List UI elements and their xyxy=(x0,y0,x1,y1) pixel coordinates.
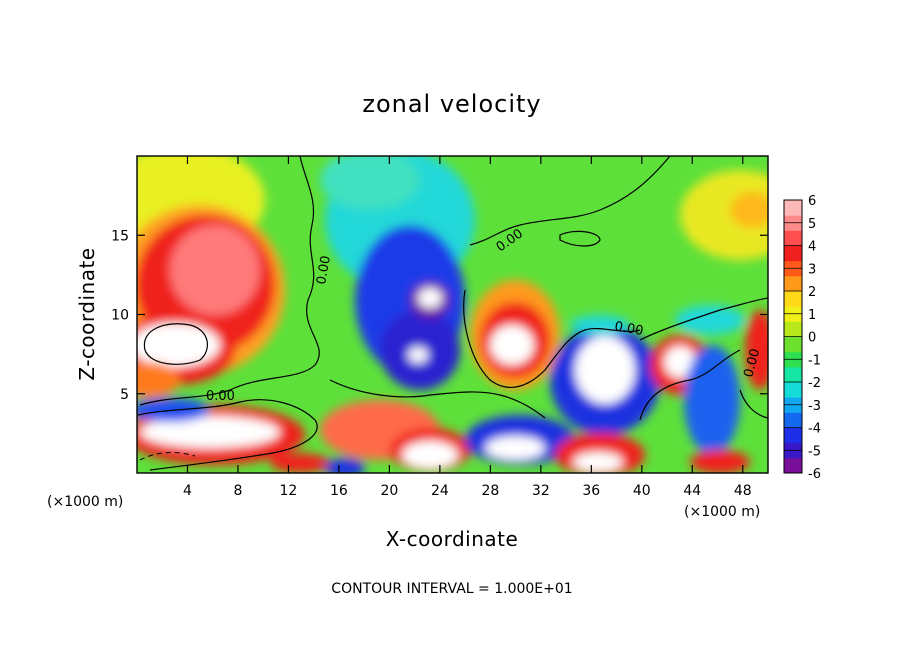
zero-contour xyxy=(639,297,768,341)
zero-contour xyxy=(329,379,546,419)
field-blob xyxy=(573,452,623,472)
colorbar-swatch xyxy=(784,245,802,262)
zero-contour xyxy=(559,230,601,247)
colorbar-label: -6 xyxy=(808,467,821,482)
field-blob xyxy=(418,288,442,308)
colorbar-swatch xyxy=(784,321,802,337)
x-tick-label: 16 xyxy=(330,483,348,499)
colorbar-swatch xyxy=(784,200,802,216)
x-tick-label: 20 xyxy=(380,483,398,499)
contour-label: 0.00 xyxy=(613,319,644,339)
x-tick-label: 40 xyxy=(633,483,651,499)
colorbar-swatch xyxy=(784,412,802,428)
colorbar-swatch xyxy=(784,382,802,398)
colorbar-swatch xyxy=(784,275,802,292)
plot-area xyxy=(137,156,768,473)
field-blob xyxy=(137,362,180,398)
chart-title: zonal velocity xyxy=(362,90,541,118)
zero-contour xyxy=(639,349,741,421)
colorbar-swatch xyxy=(784,336,802,353)
colorbar-label: -2 xyxy=(808,376,821,391)
x-tick-label: 48 xyxy=(734,483,752,499)
field-blob xyxy=(402,441,458,469)
zero-contour xyxy=(137,399,318,471)
y-tick-label: 5 xyxy=(120,387,129,403)
x-tick-label: 8 xyxy=(233,483,242,499)
x-axis-label: X-coordinate xyxy=(386,527,519,551)
field-blob xyxy=(575,336,635,404)
dashed-contour xyxy=(139,452,196,461)
colorbar: 6 5 4 3 2 1 0 -1 -2 -3 -4 -5 -6 xyxy=(783,194,821,482)
y-axis-label: Z-coordinate xyxy=(75,247,99,380)
contour-label: 0.00 xyxy=(314,255,334,286)
colorbar-swatch xyxy=(784,427,802,444)
x-tick-label: 36 xyxy=(582,483,600,499)
velocity-field xyxy=(137,156,768,473)
zero-contour xyxy=(463,289,641,389)
zero-contour xyxy=(469,156,671,246)
zero-contour xyxy=(739,389,768,419)
contour-lines xyxy=(137,156,768,471)
x-tick-label: 32 xyxy=(532,483,550,499)
field-blob xyxy=(730,192,768,228)
field-blob xyxy=(745,310,768,390)
x-tick-label: 4 xyxy=(183,483,192,499)
colorbar-label: -3 xyxy=(808,399,821,414)
colorbar-label: 3 xyxy=(808,262,816,277)
y-tick-label: 10 xyxy=(111,308,129,324)
field-blob xyxy=(490,325,534,365)
field-blob xyxy=(664,346,696,378)
x-axis-unit-left: (×1000 m) xyxy=(47,494,123,510)
contour-label: 0.00 xyxy=(206,389,235,404)
field-blob xyxy=(137,323,220,367)
field-blob xyxy=(485,436,545,460)
field-blob xyxy=(325,458,365,473)
field-blob xyxy=(270,453,330,473)
colorbar-label: -5 xyxy=(808,444,821,459)
colorbar-label: -1 xyxy=(808,353,821,368)
y-axis: 5 10 15 xyxy=(111,228,768,403)
colorbar-swatch xyxy=(784,457,802,474)
field-blob xyxy=(684,345,740,455)
contour-interval: CONTOUR INTERVAL = 1.000E+01 xyxy=(331,581,572,597)
field-blob xyxy=(690,450,750,473)
colorbar-swatch xyxy=(784,366,802,383)
colorbar-label: 5 xyxy=(808,217,816,232)
contour-label: 0.00 xyxy=(741,347,763,379)
colorbar-swatch xyxy=(784,291,802,307)
colorbar-label: 0 xyxy=(808,331,816,346)
colorbar-label: 6 xyxy=(808,194,816,209)
x-tick-label: 12 xyxy=(280,483,298,499)
colorbar-swatch xyxy=(784,230,802,246)
colorbar-label: -4 xyxy=(808,422,821,437)
zero-contour xyxy=(143,323,208,365)
x-axis: 4 8 12 16 20 24 28 32 36 40 44 48 xyxy=(183,156,752,499)
field-blob xyxy=(170,225,260,315)
colorbar-label: 2 xyxy=(808,285,816,300)
x-tick-label: 28 xyxy=(481,483,499,499)
field-blob xyxy=(408,347,428,363)
field-blob xyxy=(140,416,280,448)
colorbar-label: 1 xyxy=(808,308,816,323)
colorbar-label: 4 xyxy=(808,240,816,255)
x-tick-label: 44 xyxy=(683,483,701,499)
y-tick-label: 15 xyxy=(111,228,129,244)
x-axis-unit-right: (×1000 m) xyxy=(684,504,760,520)
field-blob xyxy=(675,305,745,335)
field-blob xyxy=(320,156,420,210)
x-tick-label: 24 xyxy=(431,483,449,499)
zero-contour xyxy=(139,156,320,406)
field-blob xyxy=(680,170,768,260)
